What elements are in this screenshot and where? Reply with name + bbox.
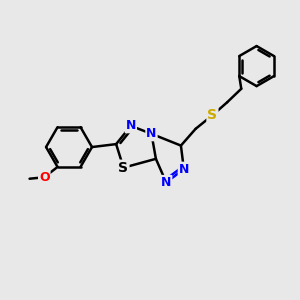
Text: N: N — [179, 163, 189, 176]
Text: N: N — [126, 119, 136, 132]
Text: N: N — [161, 176, 171, 189]
Text: S: S — [118, 161, 128, 175]
Text: S: S — [207, 108, 218, 122]
Text: O: O — [39, 171, 50, 184]
Text: N: N — [146, 127, 157, 140]
